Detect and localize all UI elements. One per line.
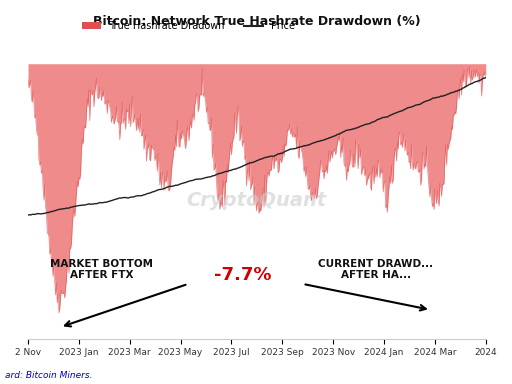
Text: CryptoQuant: CryptoQuant — [187, 190, 327, 210]
Text: -7.7%: -7.7% — [215, 266, 272, 284]
Title: Bitcoin: Network True Hashrate Drawdown (%): Bitcoin: Network True Hashrate Drawdown … — [93, 15, 421, 28]
Text: CURRENT DRAWD...
AFTER HA...: CURRENT DRAWD... AFTER HA... — [318, 259, 434, 280]
Legend: True Hashrate Dradown, Price: True Hashrate Dradown, Price — [78, 17, 299, 35]
Text: MARKET BOTTOM
AFTER FTX: MARKET BOTTOM AFTER FTX — [50, 259, 153, 280]
Text: ard: Bitcoin Miners.: ard: Bitcoin Miners. — [5, 371, 93, 380]
